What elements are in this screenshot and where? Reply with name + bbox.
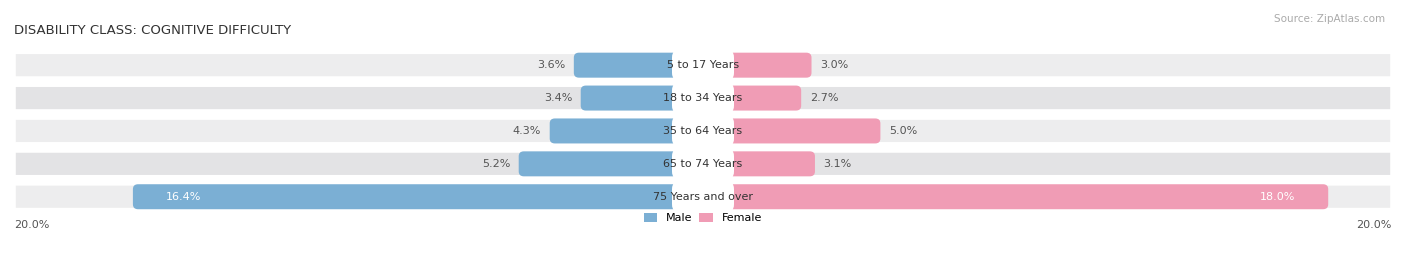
FancyBboxPatch shape: [697, 86, 801, 110]
Text: 18.0%: 18.0%: [1260, 192, 1295, 202]
Text: 3.4%: 3.4%: [544, 93, 572, 103]
FancyBboxPatch shape: [14, 184, 1392, 210]
Text: 20.0%: 20.0%: [1357, 220, 1392, 230]
FancyBboxPatch shape: [697, 119, 880, 143]
Text: 18 to 34 Years: 18 to 34 Years: [664, 93, 742, 103]
FancyBboxPatch shape: [14, 85, 1392, 111]
FancyBboxPatch shape: [697, 53, 811, 78]
Text: DISABILITY CLASS: COGNITIVE DIFFICULTY: DISABILITY CLASS: COGNITIVE DIFFICULTY: [14, 24, 291, 37]
Text: 2.7%: 2.7%: [810, 93, 838, 103]
FancyBboxPatch shape: [697, 151, 815, 176]
FancyBboxPatch shape: [697, 184, 1329, 209]
FancyBboxPatch shape: [581, 86, 709, 110]
FancyBboxPatch shape: [14, 118, 1392, 144]
Text: 5.0%: 5.0%: [889, 126, 917, 136]
FancyBboxPatch shape: [672, 179, 734, 214]
FancyBboxPatch shape: [519, 151, 709, 176]
Text: 35 to 64 Years: 35 to 64 Years: [664, 126, 742, 136]
FancyBboxPatch shape: [550, 119, 709, 143]
Text: 16.4%: 16.4%: [166, 192, 201, 202]
FancyBboxPatch shape: [672, 146, 734, 181]
Text: 5 to 17 Years: 5 to 17 Years: [666, 60, 740, 70]
FancyBboxPatch shape: [14, 151, 1392, 177]
Text: 20.0%: 20.0%: [14, 220, 49, 230]
FancyBboxPatch shape: [574, 53, 709, 78]
FancyBboxPatch shape: [672, 48, 734, 83]
FancyBboxPatch shape: [672, 81, 734, 116]
Text: 3.6%: 3.6%: [537, 60, 565, 70]
FancyBboxPatch shape: [672, 113, 734, 148]
Legend: Male, Female: Male, Female: [644, 213, 762, 223]
FancyBboxPatch shape: [14, 52, 1392, 78]
Text: 3.1%: 3.1%: [824, 159, 852, 169]
Text: 65 to 74 Years: 65 to 74 Years: [664, 159, 742, 169]
Text: 75 Years and over: 75 Years and over: [652, 192, 754, 202]
Text: 4.3%: 4.3%: [513, 126, 541, 136]
Text: Source: ZipAtlas.com: Source: ZipAtlas.com: [1274, 14, 1385, 23]
Text: 3.0%: 3.0%: [820, 60, 848, 70]
Text: 5.2%: 5.2%: [482, 159, 510, 169]
FancyBboxPatch shape: [134, 184, 709, 209]
